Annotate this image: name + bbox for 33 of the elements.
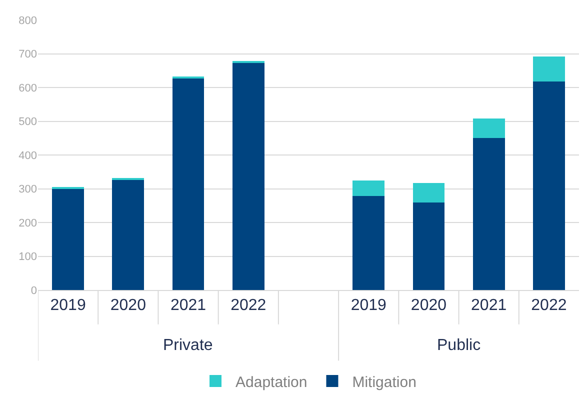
bar	[352, 180, 385, 196]
y-tick-label: 800	[18, 14, 37, 27]
bar	[172, 78, 204, 290]
y-tick-label: 400	[18, 150, 37, 162]
x-tick-label: 2019	[50, 297, 86, 314]
x-tick-label: 2021	[170, 297, 206, 314]
y-tick-label: 100	[18, 251, 37, 264]
x-tick-label: 2022	[531, 297, 567, 314]
y-tick-label: 700	[18, 48, 37, 61]
y-tick-label: 0	[30, 284, 37, 297]
bar	[533, 56, 565, 82]
bar	[412, 202, 445, 290]
text: Private	[163, 337, 213, 354]
bar	[412, 183, 445, 203]
bar	[112, 180, 144, 290]
x-tick-label: 2022	[230, 297, 266, 314]
bar	[472, 138, 505, 290]
bar	[472, 118, 505, 138]
y-tick-label: 200	[18, 217, 37, 230]
bar	[533, 81, 565, 290]
x-tick-label: 2021	[471, 297, 507, 314]
legend-label: Mitigation	[352, 374, 416, 391]
bar	[352, 196, 385, 290]
bar	[232, 63, 264, 290]
text: Public	[437, 337, 481, 354]
x-tick-label: 2020	[110, 297, 146, 314]
y-tick-label: 600	[18, 82, 37, 94]
y-tick-label: 500	[18, 116, 37, 128]
legend-label: Adaptation	[236, 374, 308, 391]
bar	[52, 189, 84, 290]
x-tick-label: 2020	[410, 297, 447, 314]
y-tick-label: 300	[18, 184, 37, 196]
x-tick-label: 2019	[350, 297, 387, 314]
